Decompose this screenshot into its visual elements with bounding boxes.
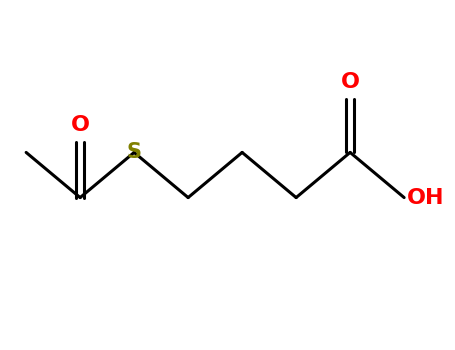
Text: O: O: [71, 115, 90, 135]
Text: S: S: [126, 142, 142, 162]
Text: OH: OH: [406, 188, 444, 208]
Text: O: O: [341, 72, 359, 92]
